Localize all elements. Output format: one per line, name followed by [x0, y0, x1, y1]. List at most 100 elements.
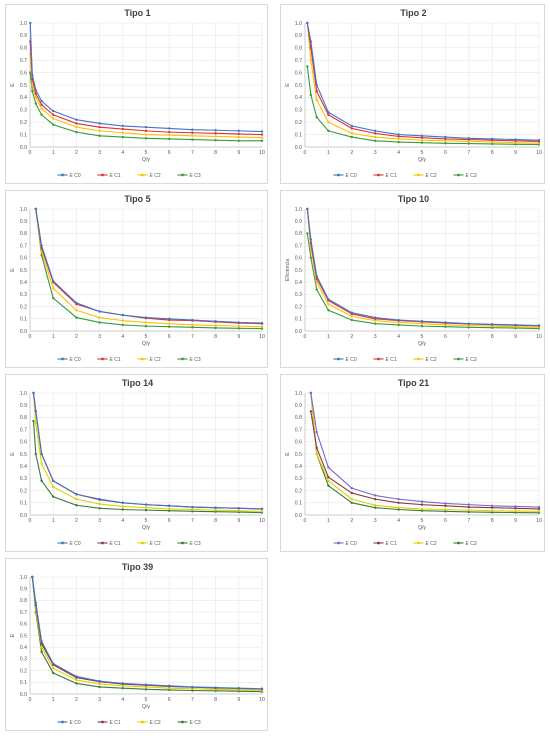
chart-6-series-line-3: [31, 576, 263, 693]
chart-0-y-tick-label: 0.9: [20, 33, 27, 39]
chart-6-legend-label-3: E C3: [190, 720, 201, 726]
chart-5-series-2-point: [537, 510, 541, 513]
chart-4-series-2-point: [260, 510, 264, 513]
chart-5-x-tick-label: 4: [397, 518, 400, 524]
chart-1-x-tick-label: 8: [491, 150, 494, 156]
chart-4-series-line-1: [32, 392, 263, 510]
chart-2-y-tick-label: 0.5: [20, 268, 27, 274]
chart-3-x-tick-label: 0: [304, 334, 307, 340]
chart-4-x-tick-label: 2: [75, 518, 78, 524]
chart-4-series-0-point: [168, 504, 171, 508]
chart-2-legend-marker-1: [101, 357, 104, 361]
chart-2-series-0-point: [214, 320, 217, 323]
chart-panel-tipo-10: Tipo 10 0 1 2 3 4 5 6 7 8 9 10 0.0 0.1 0.2 0.3 0.4 0.5 0.6…: [280, 190, 545, 368]
chart-6-x-axis-label: Q/γ: [142, 704, 150, 710]
chart-4-x-axis-label: Q/γ: [142, 525, 150, 531]
chart-5-legend-label-2: E C2: [426, 541, 437, 547]
chart-2-series-3-point: [98, 321, 101, 324]
chart-svg-tipo-10: Tipo 10 0 1 2 3 4 5 6 7 8 9 10 0.0 0.1 0.2 0.3 0.4 0.5 0.6…: [285, 194, 542, 363]
chart-3-series-2-point: [420, 322, 424, 325]
chart-2-x-tick-label: 6: [168, 334, 171, 340]
chart-0-series-3-point: [40, 113, 43, 116]
chart-1-legend-marker-2: [417, 173, 420, 177]
chart-3-series-0-point: [467, 322, 470, 325]
chart-4-series-0-point: [40, 452, 43, 456]
chart-panel-tipo-14: Tipo 14 0 1 2 3 4 5 6 7 8 9 10 0.0 0.1 0.2 0.3 0.4 0.5 0.6…: [5, 374, 268, 552]
chart-svg-tipo-21: Tipo 21 0 1 2 3 4 5 6 7 8 9 10 0.0 0.1 0.2 0.3 0.4 0.5 0.6…: [285, 378, 542, 547]
chart-2-series-2-point: [214, 324, 217, 327]
chart-3-series-0-point: [514, 323, 517, 327]
chart-0-series-0-point: [121, 124, 125, 128]
chart-1-y-tick-label: 0.6: [295, 70, 302, 76]
chart-0-legend-label-3: E C3: [190, 173, 201, 179]
chart-4-legend-marker-2: [141, 541, 144, 545]
chart-0-series-0-point: [52, 109, 55, 113]
chart-1-series-2-point: [514, 141, 517, 144]
chart-3-series-3-point: [444, 325, 447, 328]
chart-0-series-3-point: [168, 137, 171, 141]
chart-4-series-3-point: [40, 479, 43, 483]
chart-3-series-0-point: [350, 311, 353, 314]
chart-4-series-3-point: [121, 508, 125, 511]
chart-0-series-line-1: [29, 41, 263, 136]
chart-1-series-2-point: [374, 135, 377, 139]
chart-5-series-0-point: [350, 486, 353, 490]
chart-2-x-tick-label: 3: [98, 334, 101, 340]
chart-0-series-0-point: [29, 21, 32, 25]
chart-1-series-3-point: [420, 141, 424, 144]
chart-2-legend-label-2: E C2: [150, 357, 161, 363]
chart-3-series-0-point: [315, 274, 318, 278]
chart-2-series-0-point: [191, 318, 194, 322]
chart-0-x-tick-label: 0: [29, 150, 32, 156]
chart-3-x-tick-label: 7: [467, 334, 470, 340]
chart-1-series-line-2: [306, 22, 540, 144]
chart-6-series-0-point: [144, 683, 148, 686]
chart-4-legend-label-0: E C0: [70, 541, 81, 547]
chart-0-series-1-point: [40, 103, 43, 107]
chart-1-series-1-point: [420, 136, 424, 139]
chart-6-y-tick-label: 1.0: [20, 575, 27, 581]
chart-1-y-tick-label: 0.7: [295, 58, 302, 64]
chart-1-y-tick-label: 0.9: [295, 33, 302, 39]
chart-5-legend-label-0: E C0: [346, 541, 357, 547]
chart-6-series-0-point: [40, 640, 43, 643]
chart-1-y-tick-label: 0.1: [295, 132, 302, 138]
chart-5-series-2-point: [350, 497, 353, 501]
chart-4-y-tick-label: 0.9: [20, 403, 27, 409]
chart-4-series-2-point: [52, 485, 55, 489]
chart-0-series-1-point: [214, 132, 217, 135]
chart-0-x-tick-label: 8: [214, 150, 217, 156]
chart-0-series-0-point: [98, 122, 101, 125]
chart-6-x-tick-label: 7: [191, 697, 194, 703]
chart-2-series-3-point: [237, 327, 240, 330]
chart-4-x-tick-label: 7: [191, 518, 194, 524]
chart-0-legend-label-0: E C0: [70, 173, 81, 179]
chart-3-series-0-point: [397, 318, 400, 322]
chart-4-series-line-3: [32, 421, 263, 514]
chart-3-y-tick-label: 0.3: [295, 292, 302, 298]
chart-4-y-axis-label: E: [10, 452, 16, 456]
chart-5-series-0-point: [309, 391, 313, 395]
chart-5-series-1-point: [444, 504, 447, 508]
chart-1-x-tick-label: 4: [397, 150, 400, 156]
chart-0-series-2-point: [98, 129, 101, 133]
chart-svg-tipo-39: Tipo 39 0 1 2 3 4 5 6 7 8 9 10 0.0 0.1 0.2 0.3 0.4 0.5 0.6…: [10, 562, 265, 726]
chart-1-series-3-point: [350, 135, 353, 139]
chart-0-x-tick-label: 6: [168, 150, 171, 156]
chart-3-legend-marker-1: [377, 357, 380, 361]
chart-1-y-tick-label: 0.5: [295, 83, 302, 89]
chart-4-series-0-point: [34, 410, 37, 413]
chart-1-series-2-point: [350, 132, 353, 135]
chart-1-legend-label-2: E C2: [426, 173, 437, 179]
chart-0-legend-marker-2: [141, 173, 144, 177]
chart-4-series-3-point: [32, 419, 35, 423]
chart-3-x-tick-label: 10: [536, 334, 542, 340]
chart-5-y-tick-label: 0.1: [295, 501, 302, 507]
chart-0-series-2-point: [34, 96, 37, 99]
chart-6-series-3-point: [75, 682, 78, 685]
chart-4-x-tick-label: 10: [259, 518, 265, 524]
chart-1-series-1-point: [350, 127, 353, 130]
chart-4-series-2-point: [191, 508, 194, 511]
chart-1-series-0-point: [374, 129, 377, 133]
chart-5-series-1-point: [491, 506, 494, 509]
